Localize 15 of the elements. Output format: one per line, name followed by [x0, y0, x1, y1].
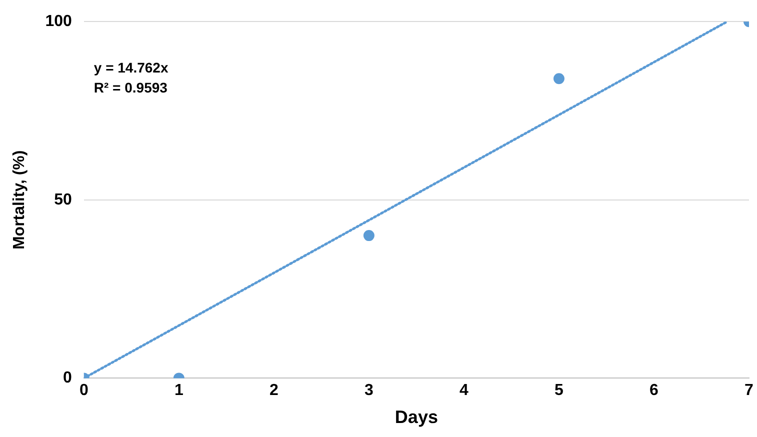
x-tick-label: 7: [744, 382, 754, 400]
x-tick-label: 5: [554, 382, 564, 400]
annotation: y = 14.762x: [94, 59, 168, 76]
x-axis-title: Days: [394, 407, 438, 428]
x-tick-label: 1: [174, 382, 184, 400]
y-tick-label: 100: [45, 13, 72, 30]
x-tick-label: 2: [269, 382, 278, 400]
x-tick-label: 6: [650, 382, 659, 400]
y-tick-label: 50: [54, 191, 72, 208]
x-tick-label: 0: [79, 382, 88, 400]
y-tick-label: 0: [62, 370, 72, 387]
y-axis-title: Mortality, (%): [11, 150, 28, 250]
annotation: R² = 0.9593: [94, 79, 168, 96]
x-tick-label: 3: [364, 382, 374, 400]
x-tick-label: 4: [460, 382, 468, 400]
